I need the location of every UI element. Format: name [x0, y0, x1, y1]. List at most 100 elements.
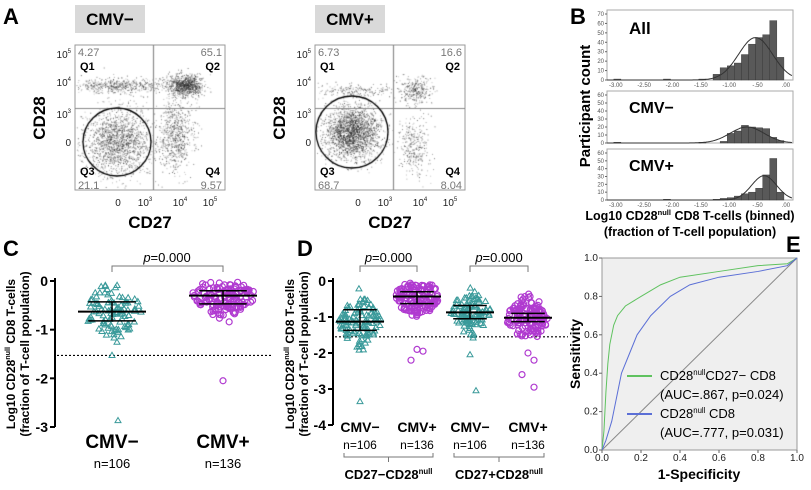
y-tick-label: -4: [314, 417, 327, 433]
data-point-triangle: [117, 301, 125, 308]
data-point-triangle: [471, 311, 479, 319]
y-tick-label: -3: [314, 381, 327, 397]
group-n-label: n=136: [511, 438, 545, 452]
y-tick-label-text: 10: [57, 78, 69, 89]
histogram-bar: [741, 54, 749, 81]
data-point-triangle: [350, 309, 359, 317]
data-point-triangle: [355, 300, 364, 307]
histogram-bar: [762, 174, 770, 201]
y-axis-title-line2: (fraction of T-cell population): [18, 271, 32, 436]
y-tick-label-text: 0: [65, 138, 71, 149]
normal-fit-curve: [607, 175, 793, 201]
panel-d: 0-1-2-3-4p=0.000CD27−CD28nullp=0.000CD27…: [282, 250, 568, 482]
group-n-label: n=136: [400, 438, 434, 452]
group-label: CMV−: [450, 419, 489, 435]
x-tick-label: 0.8: [751, 453, 765, 464]
normal-fit-curve: [607, 37, 793, 81]
data-point-circle: [240, 286, 248, 294]
histogram-series-label: CMV+: [629, 158, 674, 175]
data-point-triangle: [95, 309, 103, 317]
y-tick-label-sup: 5: [308, 49, 312, 55]
data-point-circle: [430, 298, 438, 307]
y-axis-title: Log10 CD28null CD8 T-cells: [3, 279, 18, 429]
data-point-circle: [407, 356, 415, 364]
data-point-triangle: [102, 330, 111, 338]
data-point-triangle: [459, 327, 468, 335]
data-point-triangle: [116, 310, 125, 317]
data-point-circle: [530, 356, 538, 364]
x-tick-label: -1.00: [722, 203, 736, 209]
data-point-triangle: [91, 288, 100, 296]
y-tick-label-sup: 4: [68, 77, 72, 83]
x-tick-label: 103: [378, 197, 393, 209]
data-point-triangle: [88, 315, 96, 323]
data-point-triangle: [355, 284, 363, 292]
data-point-circle: [212, 293, 220, 301]
y-tick-label: 20: [597, 59, 604, 65]
x-tick-label-text: 0: [355, 198, 361, 209]
x-tick-label-sup: 3: [389, 197, 393, 203]
legend-label-text: CD28: [660, 406, 693, 421]
data-point-triangle: [462, 316, 471, 323]
x-tick-label: -3.00: [609, 203, 623, 209]
data-point-circle: [526, 320, 534, 328]
data-point-circle: [513, 305, 521, 313]
panel-label-d: D: [297, 236, 313, 261]
y-axis-title-text: Log10 CD28: [4, 359, 18, 429]
data-point-circle: [231, 282, 239, 290]
y-axis-title-sup: null: [282, 347, 291, 360]
y-tick-label: -3: [36, 419, 49, 435]
p-value-label: p=0.000: [142, 250, 190, 265]
data-point-triangle: [359, 345, 368, 353]
data-point-triangle: [353, 300, 362, 308]
data-point-triangle: [479, 321, 488, 328]
y-tick-label: 0: [601, 198, 605, 204]
p-italic: p: [142, 250, 150, 265]
legend-label-text: CD28: [660, 368, 693, 383]
y-axis-title-line2: (fraction of T-cell population): [297, 271, 311, 436]
data-point-triangle: [360, 295, 368, 303]
group-brace: [343, 453, 434, 462]
x-tick-label: 105: [443, 197, 458, 209]
data-point-circle: [239, 301, 247, 309]
y-tick-label: 0: [601, 78, 605, 84]
x-tick-label: -.50: [752, 83, 763, 89]
data-point-triangle: [351, 327, 360, 335]
y-tick-label: 40: [597, 167, 604, 173]
y-axis-title: CD28: [270, 96, 289, 139]
y-tick-label: 0.6: [584, 330, 598, 341]
subset-label: CD27+CD28null: [455, 467, 543, 482]
x-tick-label: 105: [203, 197, 218, 209]
group-label: CMV+: [397, 419, 436, 435]
x-tick-label: -2.50: [637, 83, 651, 89]
legend-label: CD28nullCD27− CD8: [660, 368, 776, 383]
x-tick-label-text: 10: [443, 198, 455, 209]
data-point-circle: [517, 293, 525, 301]
x-tick-label-text: 10: [378, 198, 390, 209]
x-tick-label: 1.0: [790, 453, 804, 464]
y-tick-label: 30: [597, 175, 604, 181]
data-point-triangle: [100, 288, 109, 296]
data-point-triangle: [120, 322, 129, 329]
data-point-triangle: [343, 301, 352, 309]
data-point-circle: [518, 332, 526, 340]
y-tick-label-sup: 4: [308, 77, 312, 83]
x-tick-label-sup: 5: [214, 197, 218, 203]
data-point-triangle: [111, 283, 120, 291]
y-tick-label: 103: [297, 109, 312, 121]
x-tick-label: -1.50: [694, 203, 708, 209]
y-tick-label: 40: [597, 109, 604, 115]
data-point-triangle: [104, 324, 113, 331]
normal-fit-curve: [607, 126, 792, 144]
y-tick-label-sup: 5: [68, 49, 72, 55]
data-point-triangle: [92, 292, 101, 300]
subset-label: CD27−CD28null: [345, 467, 433, 482]
plot-title: CMV+: [326, 10, 374, 29]
data-point-triangle: [355, 345, 364, 353]
x-axis-title-sup: null: [658, 208, 671, 217]
y-tick-label: -1: [36, 322, 49, 338]
data-point-triangle: [351, 319, 360, 327]
data-point-triangle: [357, 330, 365, 338]
y-tick-label: 0.8: [584, 291, 598, 302]
